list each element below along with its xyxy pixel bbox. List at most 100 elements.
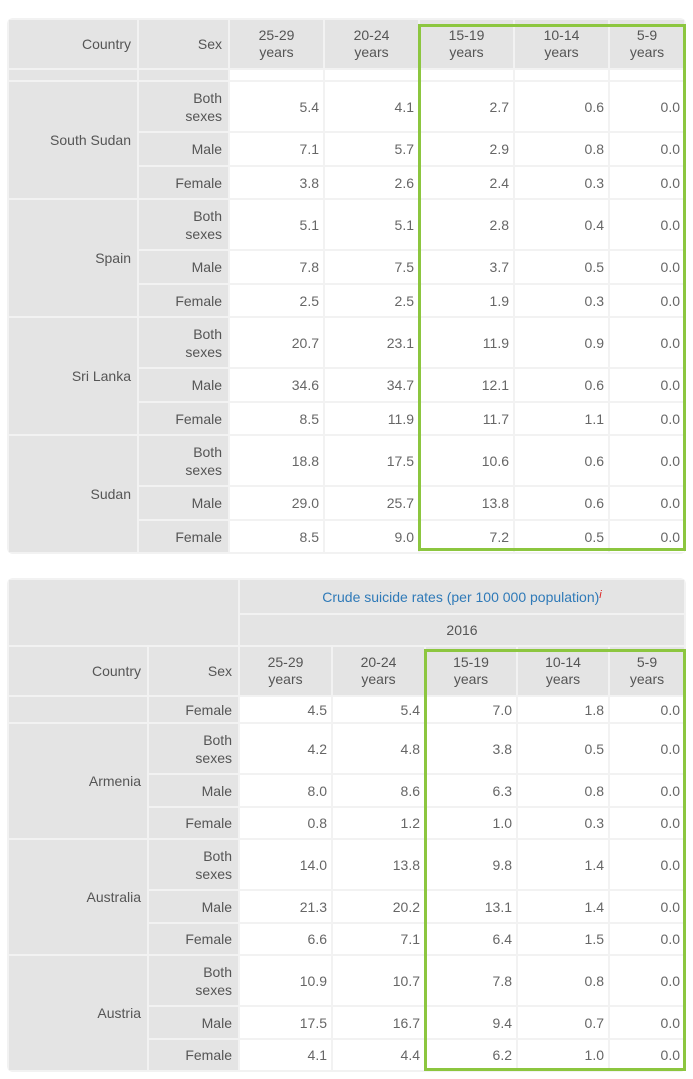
age-header[interactable]: 10-14 years	[516, 645, 610, 697]
value-cell: 0.0	[608, 922, 686, 956]
value-cell: 5.4	[331, 695, 426, 724]
age-header[interactable]: 5-9 years	[608, 18, 686, 70]
sex-label: Both sexes	[185, 325, 222, 360]
sex-label: Female	[175, 174, 222, 191]
value-cell: 7.1	[331, 922, 426, 956]
value-cell: 11.9	[323, 401, 420, 436]
value-cell: 0.0	[608, 165, 686, 200]
sex-cell: Female	[137, 283, 230, 318]
age-header[interactable]: 5-9 years	[608, 645, 686, 697]
info-icon[interactable]: i	[599, 588, 602, 601]
value-cell: 5.1	[323, 198, 420, 251]
value-cell: 1.0	[516, 1038, 610, 1072]
value-cell: 6.4	[424, 922, 518, 956]
sex-cell: Female	[137, 401, 230, 436]
value-cell: 23.1	[323, 316, 420, 369]
value-cell: 0.0	[608, 249, 686, 285]
value-cell: 9.8	[424, 838, 518, 891]
age-header[interactable]: 10-14 years	[513, 18, 610, 70]
value-cell: 2.4	[418, 165, 515, 200]
table-row: South Sudan Both sexes 5.4 4.1 2.7 0.6 0.0	[7, 80, 686, 200]
value-cell: 6.6	[238, 922, 333, 956]
country-header[interactable]: Country	[7, 645, 149, 697]
value-cell: 7.8	[424, 954, 518, 1007]
value-cell: 10.9	[238, 954, 333, 1007]
value-cell: 18.8	[228, 434, 325, 487]
sex-header[interactable]: Sex	[137, 18, 230, 70]
age-header[interactable]: 25-29 years	[228, 18, 325, 70]
sex-label: Female	[185, 701, 232, 718]
sex-label: Female	[185, 1047, 232, 1063]
value-cell: 0.8	[238, 806, 333, 840]
value-cell: 0.0	[608, 773, 686, 808]
age-header[interactable]: 15-19 years	[424, 645, 518, 697]
table-row: Sri Lanka Both sexes 20.7 23.1 11.9 0.9 0.0	[7, 316, 686, 436]
value-cell: 0.0	[608, 131, 686, 167]
sex-cell: Male	[137, 249, 230, 285]
value-cell: 4.8	[331, 722, 426, 775]
sex-label: Male	[191, 259, 222, 275]
sex-label: Both sexes	[195, 847, 232, 882]
value-cell: 2.9	[418, 131, 515, 167]
table-row: Armenia Both sexes 4.2 4.8 3.8 0.5 0.0	[7, 722, 686, 840]
table-row: Male 7.8 7.5 3.7 0.5 0.0	[8, 249, 686, 285]
sex-cell: Male	[137, 485, 230, 521]
value-cell: 7.1	[228, 131, 325, 167]
sex-cell: Male	[147, 773, 240, 808]
value-cell: 7.8	[228, 249, 325, 285]
table-row: Female 2.5 2.5 1.9 0.3 0.0	[8, 283, 686, 318]
table-row: Male 7.1 5.7 2.9 0.8 0.0	[8, 131, 686, 167]
value-cell: 20.7	[228, 316, 325, 369]
value-cell: 1.5	[516, 922, 610, 956]
value-cell: 1.8	[516, 695, 610, 724]
value-cell: 0.5	[516, 722, 610, 775]
table-row: Male 8.0 8.6 6.3 0.8 0.0	[8, 773, 686, 808]
value-cell: 1.0	[424, 806, 518, 840]
value-cell: 4.5	[238, 695, 333, 724]
value-cell: 10.7	[331, 954, 426, 1007]
country-cell: Austria	[7, 954, 149, 1072]
table-row: Male 29.0 25.7 13.8 0.6 0.0	[8, 485, 686, 521]
table-row: Male 21.3 20.2 13.1 1.4 0.0	[8, 889, 686, 924]
sex-header[interactable]: Sex	[147, 645, 240, 697]
value-cell: 1.4	[516, 889, 610, 924]
sex-cell: Male	[137, 367, 230, 403]
country-cell: Armenia	[7, 722, 149, 840]
value-cell: 3.8	[424, 722, 518, 775]
sex-label: Both sexes	[195, 963, 232, 998]
value-cell: 1.9	[418, 283, 515, 318]
value-cell: 5.7	[323, 131, 420, 167]
value-cell: 0.3	[516, 806, 610, 840]
country-cell: Spain	[7, 198, 139, 318]
value-cell: 13.8	[331, 838, 426, 891]
value-cell: 0.0	[608, 954, 686, 1007]
value-cell: 34.6	[228, 367, 325, 403]
value-cell: 0.0	[608, 695, 686, 724]
value-cell: 7.0	[424, 695, 518, 724]
sex-cell: Both sexes	[147, 722, 240, 775]
table-row: Female 6.6 7.1 6.4 1.5 0.0	[8, 922, 686, 956]
country-header[interactable]: Country	[7, 18, 139, 70]
age-header[interactable]: 20-24 years	[331, 645, 426, 697]
value-cell: 2.5	[323, 283, 420, 318]
age-header[interactable]: 20-24 years	[323, 18, 420, 70]
sex-label: Female	[175, 410, 222, 427]
value-cell: 0.3	[513, 165, 610, 200]
age-header[interactable]: 15-19 years	[418, 18, 515, 70]
value-cell: 9.4	[424, 1005, 518, 1040]
sex-cell: Both sexes	[137, 434, 230, 487]
value-cell: 1.4	[516, 838, 610, 891]
table-row: Australia Both sexes 14.0 13.8 9.8 1.4 0.0	[7, 838, 686, 956]
value-cell: 0.7	[516, 1005, 610, 1040]
value-cell: 6.3	[424, 773, 518, 808]
value-cell: 6.2	[424, 1038, 518, 1072]
sex-cell: Female	[147, 806, 240, 840]
value-cell: 7.5	[323, 249, 420, 285]
sex-cell: Female	[147, 1038, 240, 1072]
value-cell: 0.6	[513, 367, 610, 403]
sex-label: Male	[201, 1014, 232, 1031]
value-cell: 11.9	[418, 316, 515, 369]
table-row: Female 4.5 5.4 7.0 1.8 0.0	[7, 695, 686, 724]
value-cell: 11.7	[418, 401, 515, 436]
age-header[interactable]: 25-29 years	[238, 645, 333, 697]
